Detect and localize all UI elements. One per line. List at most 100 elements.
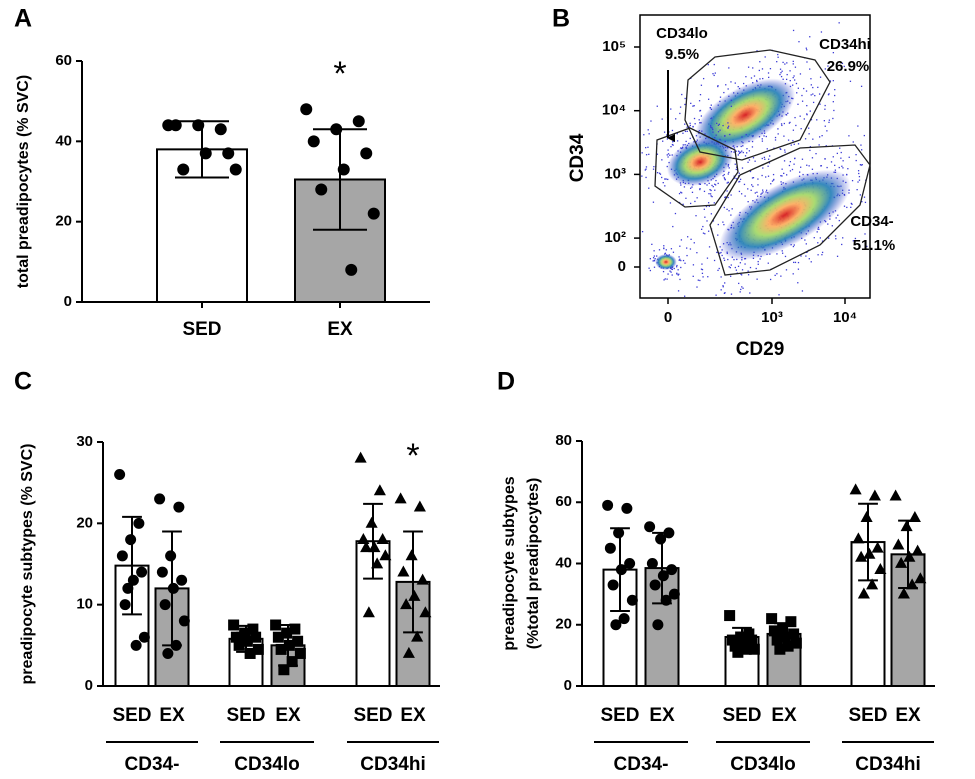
event-dot — [758, 69, 760, 72]
data-point — [233, 639, 245, 651]
data-point — [903, 550, 916, 562]
data-point — [292, 635, 304, 647]
event-dot — [792, 245, 795, 248]
event-dot — [806, 104, 808, 107]
event-dot — [831, 225, 833, 227]
event-dot — [841, 243, 843, 246]
data-point — [133, 517, 145, 529]
event-dot — [681, 192, 683, 194]
event-dot — [712, 73, 714, 75]
event-dot — [774, 136, 777, 139]
event-dot — [664, 185, 666, 187]
y-tick-label: 10² — [604, 229, 626, 246]
event-dot — [762, 191, 764, 193]
event-dot — [813, 237, 815, 239]
data-point — [116, 550, 128, 562]
event-dot — [835, 217, 837, 219]
event-dot — [754, 192, 756, 194]
event-dot — [653, 250, 655, 252]
event-dot — [652, 168, 655, 170]
density-cloud — [655, 254, 677, 270]
event-dot — [812, 93, 814, 95]
event-dot — [827, 94, 830, 96]
event-dot — [704, 216, 706, 218]
event-dot — [726, 190, 728, 192]
event-dot — [800, 255, 802, 257]
event-dot — [693, 105, 695, 107]
density-plot — [641, 22, 868, 297]
event-dot — [828, 121, 830, 124]
event-dot — [741, 167, 744, 169]
event-dot — [811, 168, 814, 170]
event-dot — [776, 61, 778, 63]
x-tick-label: EX — [895, 705, 921, 726]
event-dot — [741, 269, 744, 271]
data-point — [668, 588, 680, 600]
event-dot — [703, 208, 705, 210]
event-dot — [806, 61, 808, 63]
event-dot — [714, 184, 717, 186]
event-dot — [730, 81, 732, 83]
event-dot — [857, 181, 859, 183]
data-point — [376, 533, 389, 544]
data-point — [649, 579, 661, 591]
event-dot — [723, 257, 725, 259]
event-dot — [826, 130, 828, 132]
data-point — [354, 451, 367, 463]
data-point — [911, 544, 924, 556]
data-point — [367, 207, 380, 220]
event-dot — [794, 261, 797, 264]
event-dot — [757, 184, 759, 186]
event-dot — [772, 173, 775, 176]
event-dot — [756, 79, 758, 82]
event-dot — [652, 257, 655, 259]
data-point — [278, 664, 290, 676]
event-dot — [670, 271, 672, 273]
y-tick-label: 10⁵ — [602, 38, 626, 55]
event-dot — [818, 144, 820, 146]
event-dot — [653, 266, 656, 268]
event-dot — [671, 143, 674, 146]
event-dot — [730, 275, 732, 277]
data-point — [294, 647, 306, 659]
significance-mark: * — [406, 437, 419, 475]
event-dot — [832, 101, 834, 103]
event-dot — [696, 286, 698, 288]
data-point — [914, 572, 927, 584]
event-dot — [761, 68, 764, 70]
event-dot — [810, 261, 812, 263]
event-dot — [837, 214, 839, 216]
event-dot — [780, 275, 782, 277]
event-dot — [686, 126, 688, 128]
event-dot — [834, 164, 836, 167]
event-dot — [727, 173, 729, 175]
bar — [294, 178, 386, 303]
event-dot — [648, 153, 650, 156]
data-point — [165, 550, 177, 562]
event-dot — [717, 85, 719, 88]
y-axis-label: preadipocyte subtypes — [501, 476, 518, 650]
event-dot — [774, 274, 776, 277]
event-dot — [792, 84, 794, 86]
event-dot — [803, 118, 805, 120]
gate-name: CD34lo — [656, 25, 708, 42]
event-dot — [769, 278, 772, 281]
event-dot — [777, 53, 779, 56]
event-dot — [804, 138, 807, 140]
event-dot — [816, 119, 818, 121]
event-dot — [699, 187, 701, 190]
event-dot — [827, 65, 829, 67]
event-dot — [728, 171, 730, 174]
event-dot — [692, 125, 694, 128]
event-dot — [745, 76, 747, 78]
gate-name: CD34- — [850, 213, 893, 230]
x-tick-label: EX — [275, 705, 301, 726]
event-dot — [810, 94, 812, 96]
data-point — [411, 630, 424, 642]
event-dot — [697, 279, 699, 281]
event-dot — [705, 205, 708, 208]
event-dot — [665, 249, 667, 251]
event-dot — [720, 289, 722, 291]
event-dot — [666, 278, 668, 280]
event-dot — [734, 266, 737, 269]
